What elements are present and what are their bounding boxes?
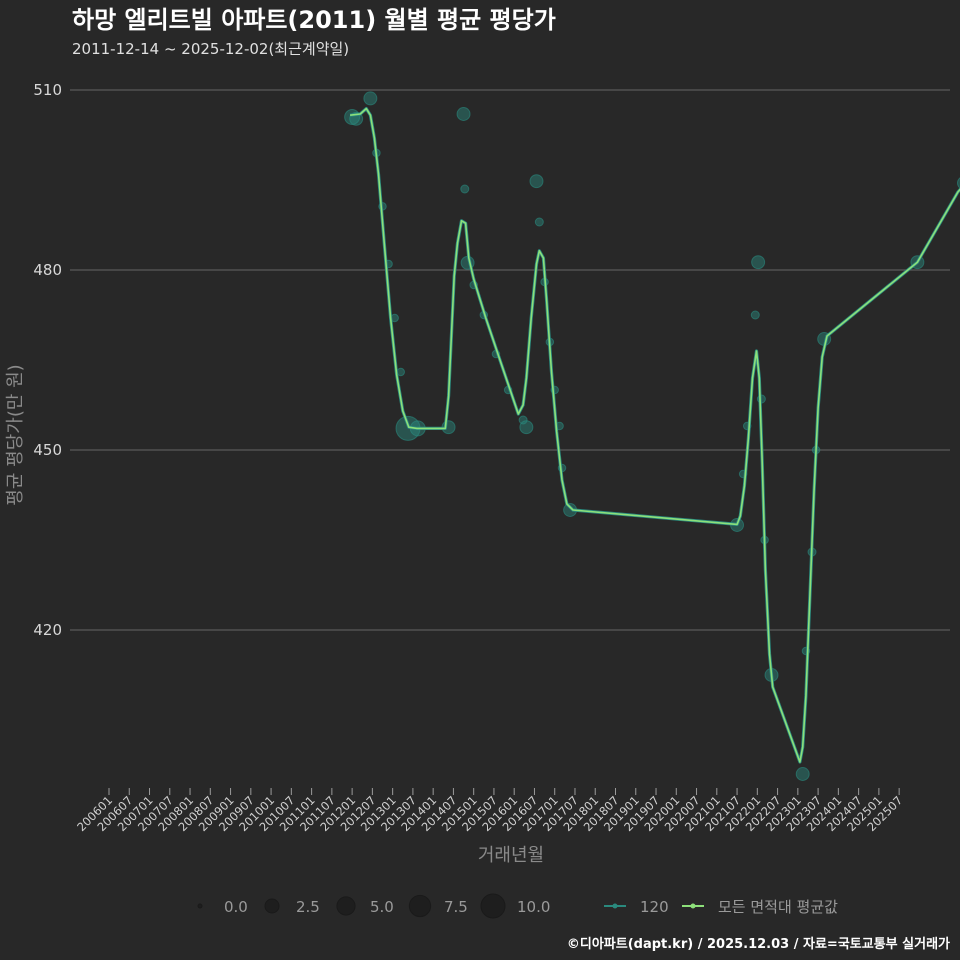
y-axis-label: 평균 평당가(만 원) [5, 364, 26, 505]
average-line [350, 107, 960, 763]
series-120-line [349, 107, 960, 764]
grid-lines [70, 89, 950, 631]
legend-key-average-dot [690, 903, 696, 909]
y-tick-label: 480 [33, 261, 62, 279]
size-legend-label: 7.5 [444, 898, 468, 916]
size-legend-key [197, 903, 203, 909]
data-point [957, 177, 960, 189]
size-legend-label: 0.0 [224, 898, 248, 916]
size-legend-key [264, 898, 280, 914]
data-point [456, 107, 471, 121]
size-legend-key [408, 894, 432, 918]
chart-subtitle: 2011-12-14 ~ 2025-12-02(최근계약일) [72, 40, 349, 58]
y-tick-label: 450 [33, 441, 62, 459]
data-point [363, 91, 378, 106]
chart-title: 하망 엘리트빌 아파트(2011) 월별 평균 평당가 [72, 6, 556, 34]
data-point [751, 255, 766, 270]
data-point [534, 217, 544, 227]
x-axis-label: 거래년월 [478, 845, 544, 866]
data-point [795, 767, 810, 781]
legend-label-120: 120 [640, 898, 669, 916]
legend-label-average: 모든 면적대 평균값 [718, 898, 838, 916]
data-point [518, 415, 528, 425]
size-legend: 0.0 2.5 5.0 7.5 10.0 [197, 893, 550, 919]
size-legend-label: 2.5 [296, 898, 320, 916]
size-legend-key [480, 893, 506, 919]
series-average-line [349, 107, 960, 764]
y-tick-label: 510 [33, 81, 62, 99]
data-point [750, 310, 760, 320]
data-point [460, 184, 470, 194]
size-legend-label: 5.0 [370, 898, 394, 916]
series-120-points [344, 91, 960, 781]
data-point [519, 420, 534, 435]
y-tick-label: 420 [33, 621, 62, 639]
legend-key-120-dot [612, 903, 618, 909]
data-point [529, 174, 544, 189]
x-ticks: 2006012006072007012007072008012008072009… [74, 788, 905, 834]
series-legend: 120 모든 면적대 평균값 [604, 898, 838, 916]
y-tick-labels: 420 450 480 510 [33, 81, 62, 639]
source-caption: ©디아파트(dapt.kr) / 2025.12.03 / 자료=국토교통부 실… [567, 936, 950, 952]
size-legend-label: 10.0 [517, 898, 550, 916]
size-legend-key [336, 896, 356, 916]
